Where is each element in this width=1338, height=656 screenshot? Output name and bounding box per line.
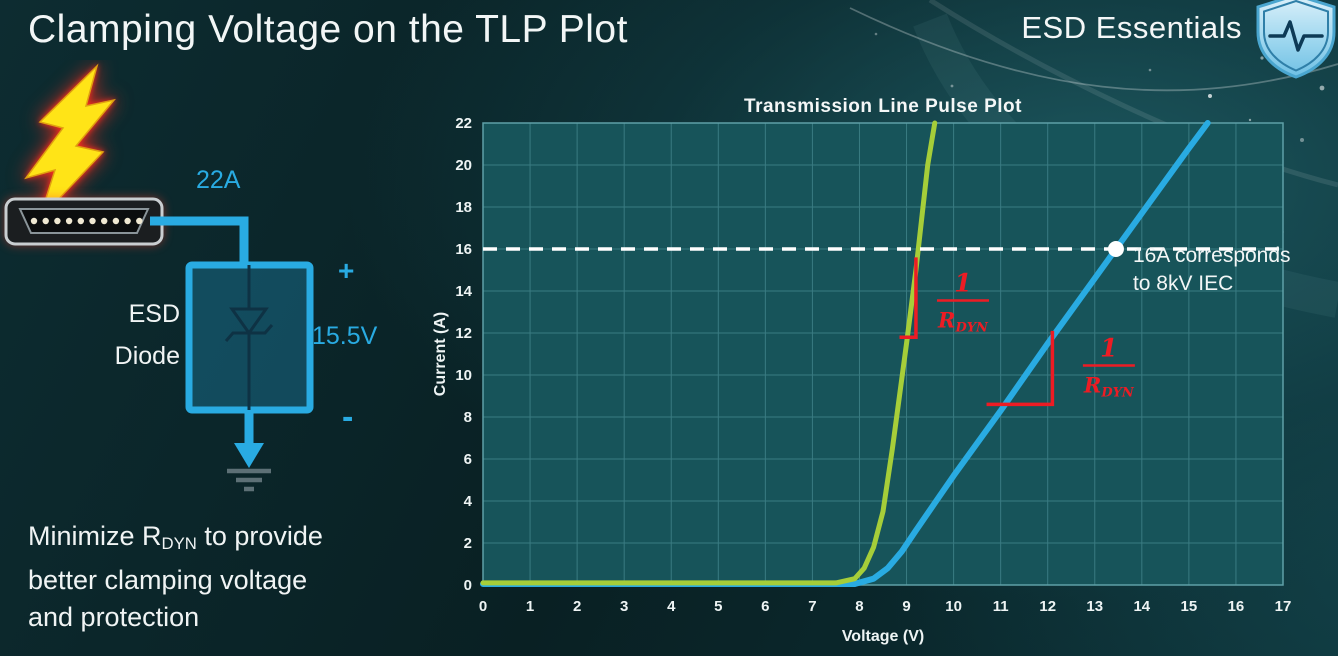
x-tick-label: 5: [714, 598, 722, 615]
footnote-line1-sub: DYN: [161, 534, 197, 554]
marker-dot: [1107, 241, 1124, 257]
ground-icon: [227, 468, 271, 492]
ground-arrow-head: [234, 443, 264, 468]
y-tick-label: 14: [455, 283, 472, 300]
footnote-line1-pre: Minimize R: [28, 521, 162, 551]
page-title: Clamping Voltage on the TLP Plot: [28, 8, 628, 51]
y-tick-label: 16: [455, 241, 472, 258]
footnote-line3: and protection: [28, 602, 200, 633]
footnote-line2: better clamping voltage: [28, 565, 308, 596]
x-tick-label: 0: [479, 598, 487, 615]
x-axis-title: Voltage (V): [842, 628, 924, 645]
x-tick-label: 2: [573, 598, 581, 615]
footnote: Minimize RDYN to provide better clamping…: [28, 518, 448, 636]
device-label-line1: ESD: [129, 300, 180, 328]
series-standard-rdyn: [480, 120, 1211, 587]
x-tick-label: 1: [526, 598, 534, 615]
esd-diagram: 22A ESD Diode + 15.5V -: [4, 63, 378, 492]
slope-indicator-green-slope: [899, 257, 918, 339]
fraction-numerator-blue-slope: 1: [1100, 334, 1117, 363]
x-tick-label: 13: [1086, 598, 1103, 615]
lightning-icon: [24, 63, 116, 221]
series-low-rdyn: [480, 120, 938, 586]
x-tick-label: 14: [1133, 598, 1150, 615]
x-tick-label: 9: [902, 598, 910, 615]
x-tick-label: 15: [1181, 598, 1198, 615]
clamp-voltage-label: 15.5V: [312, 322, 378, 350]
pulse-line-icon: [1268, 20, 1324, 52]
hdmi-connector-icon: [4, 197, 164, 246]
y-tick-label: 2: [464, 535, 472, 552]
y-axis-title: Current (A): [432, 312, 449, 396]
x-tick-label: 17: [1275, 598, 1292, 615]
x-tick-label: 16: [1228, 598, 1245, 615]
x-tick-label: 4: [667, 598, 676, 615]
marker-label-line1: 16A corresponds: [1133, 244, 1291, 267]
shield-icon: [1256, 0, 1336, 79]
polarity-minus-label: -: [342, 398, 353, 436]
device-label-line2: Diode: [115, 342, 180, 370]
brand-text: ESD Essentials: [1021, 10, 1242, 45]
y-tick-label: 18: [455, 199, 472, 216]
slope-indicator-blue-slope: [986, 330, 1055, 407]
shield-inner-border: [1263, 0, 1329, 72]
footnote-line1: Minimize RDYN to provide: [28, 518, 448, 562]
y-tick-label: 20: [455, 157, 472, 174]
y-tick-label: 8: [464, 409, 472, 426]
surge-current-label: 22A: [196, 166, 241, 194]
footnote-line1-post: to provide: [196, 521, 323, 551]
x-tick-label: 10: [945, 598, 962, 615]
y-tick-label: 0: [464, 577, 472, 594]
x-tick-label: 7: [808, 598, 816, 615]
x-tick-label: 11: [993, 598, 1009, 615]
zener-diode-symbol: [224, 265, 274, 410]
y-tick-label: 12: [455, 325, 472, 342]
marker-label-line2: to 8kV IEC: [1133, 272, 1233, 295]
x-tick-label: 3: [620, 598, 628, 615]
fraction-numerator-green-slope: 1: [954, 268, 971, 297]
y-tick-label: 6: [464, 451, 472, 468]
x-tick-label: 6: [761, 598, 769, 615]
y-tick-label: 22: [455, 115, 472, 132]
y-tick-label: 10: [455, 367, 472, 384]
polarity-plus-label: +: [338, 255, 354, 286]
x-tick-label: 12: [1039, 598, 1056, 615]
chart-title: Transmission Line Pulse Plot: [744, 96, 1022, 117]
x-tick-label: 8: [855, 598, 863, 615]
plot-border: [482, 122, 1284, 586]
wire: [150, 216, 249, 265]
y-tick-label: 4: [464, 493, 473, 510]
